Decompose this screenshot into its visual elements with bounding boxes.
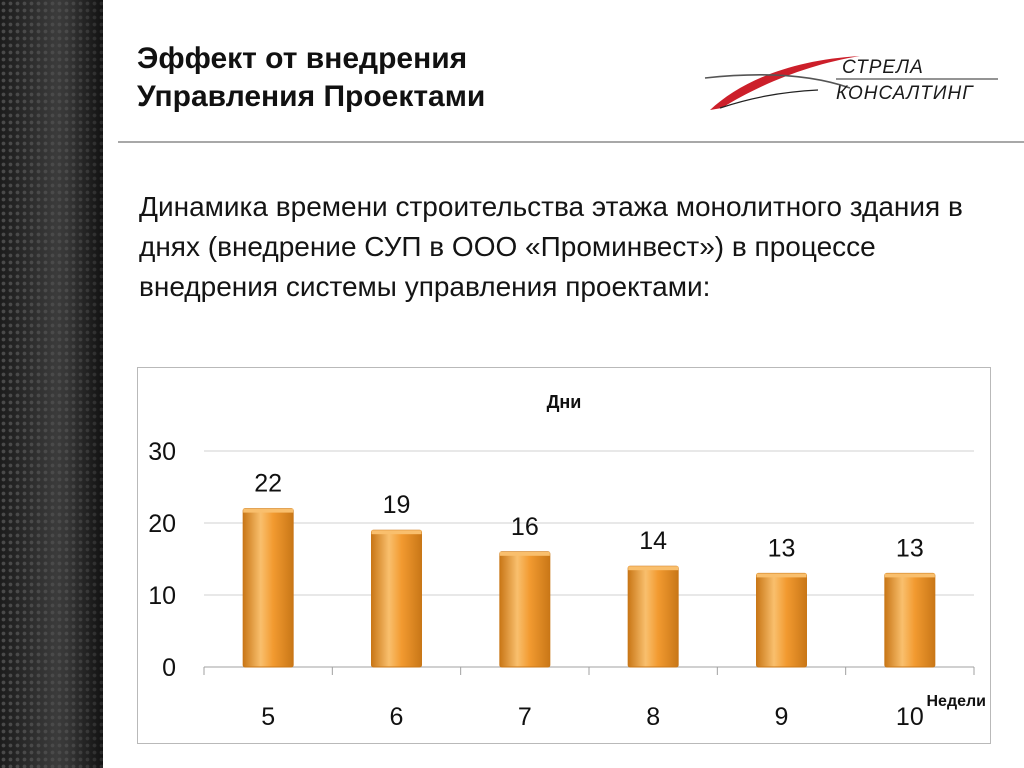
x-axis-title: Недели	[926, 693, 986, 710]
slide-description: Динамика времени строительства этажа мон…	[139, 191, 963, 302]
logo-swoosh-dark	[719, 89, 819, 109]
bar	[371, 529, 422, 668]
bar	[242, 508, 294, 668]
x-tick-label: 9	[775, 703, 789, 731]
bar	[756, 572, 807, 668]
bar-cap	[371, 530, 422, 535]
slide-title-line-1: Эффект от внедрения	[137, 42, 468, 75]
bar-cap	[756, 573, 807, 578]
y-tick-label: 10	[148, 582, 176, 610]
y-tick-label: 30	[148, 438, 176, 466]
header-divider	[118, 141, 1024, 143]
company-logo: СТРЕЛА КОНСАЛТИНГ	[704, 56, 998, 110]
logo-swoosh-tail	[704, 74, 851, 89]
data-label: 13	[896, 534, 924, 562]
y-tick-label: 0	[162, 654, 176, 682]
y-tick-label: 20	[148, 510, 176, 538]
bar	[627, 565, 679, 668]
bar-cap	[884, 573, 935, 578]
bar-cap	[499, 551, 550, 556]
slide-title-line-2: Управления Проектами	[137, 80, 486, 113]
data-label: 13	[768, 534, 796, 562]
logo-swoosh	[710, 56, 860, 110]
logo-text-line-2: КОНСАЛТИНГ	[836, 83, 974, 104]
x-tick-label: 6	[390, 703, 404, 731]
chart-title: Дни	[547, 392, 582, 412]
bar-cap	[628, 566, 679, 571]
data-label: 14	[639, 527, 667, 555]
data-label: 19	[383, 491, 411, 519]
sidebar-texture	[0, 0, 103, 768]
x-tick-label: 8	[646, 703, 660, 731]
bar	[884, 572, 936, 668]
data-label: 22	[254, 470, 282, 498]
chart-frame: Дни 0 10 20 30 22 5 19 6 16 7 14 8 13 9 13 10 Недели	[137, 367, 991, 744]
bar	[499, 551, 551, 668]
data-label: 16	[511, 513, 539, 541]
bar-cap	[243, 508, 294, 513]
slide-title: Эффект от внедрения Управления Проектами	[137, 40, 697, 116]
logo-text-line-1: СТРЕЛА	[842, 57, 924, 78]
x-tick-label: 7	[518, 703, 532, 731]
x-tick-label: 5	[261, 703, 275, 731]
x-tick-label: 10	[896, 703, 924, 731]
